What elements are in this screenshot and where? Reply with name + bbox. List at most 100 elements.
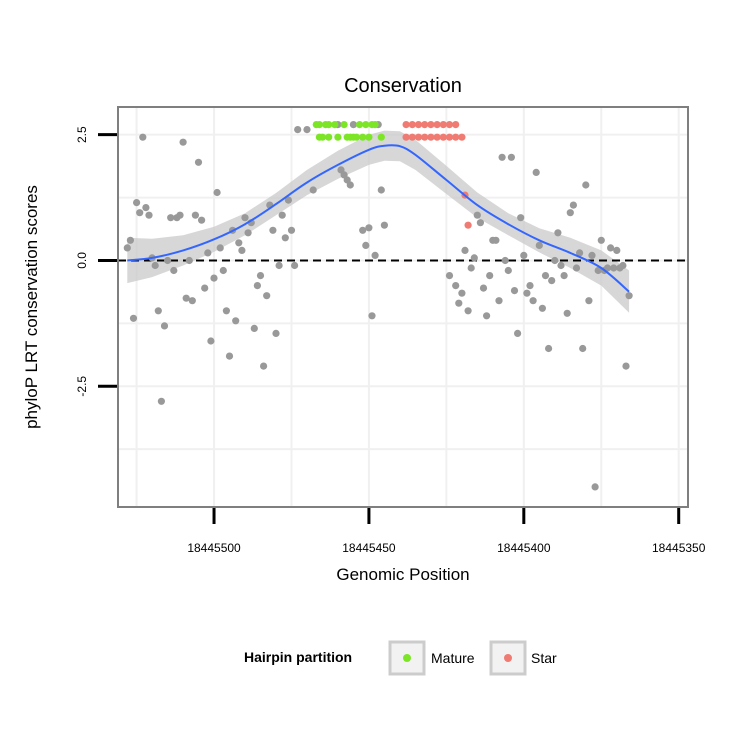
data-point-other: [232, 317, 240, 325]
data-point-other: [619, 261, 627, 270]
data-point-other: [566, 209, 574, 217]
data-point-other: [256, 272, 265, 280]
data-point-other: [554, 229, 562, 237]
data-point-other: [517, 214, 525, 222]
data-point-other: [563, 309, 571, 317]
data-point-star: [408, 133, 416, 141]
ribbon-layer: [127, 130, 630, 313]
confidence-ribbon: [127, 130, 630, 313]
data-point-other: [551, 256, 559, 265]
data-point-other: [194, 158, 203, 166]
data-point-mature: [377, 133, 385, 141]
data-point-other: [470, 254, 478, 262]
data-point-other: [291, 261, 299, 270]
data-point-other: [365, 224, 373, 232]
data-point-star: [421, 133, 429, 141]
data-point-other: [514, 329, 522, 337]
data-point-other: [529, 297, 537, 305]
data-point-other: [210, 274, 218, 282]
data-point-other: [582, 181, 590, 189]
legend-star-swatch: [504, 654, 512, 662]
data-point-other: [501, 256, 509, 265]
series-mature: [312, 121, 385, 141]
data-point-other: [151, 261, 159, 270]
data-point-other: [576, 249, 584, 257]
data-point-other: [219, 266, 227, 275]
series-other: [123, 121, 633, 491]
series-star: [402, 121, 472, 229]
data-point-other: [520, 251, 528, 259]
data-point-other: [498, 153, 506, 161]
data-point-star: [427, 133, 435, 141]
data-point-other: [476, 219, 484, 227]
data-point-mature: [352, 133, 361, 141]
data-point-other: [594, 266, 602, 275]
data-point-other: [569, 201, 578, 209]
data-point-other: [548, 277, 556, 285]
data-point-star: [433, 121, 441, 129]
data-point-other: [238, 246, 246, 254]
data-point-other: [597, 236, 605, 244]
data-point-other: [260, 362, 268, 370]
legend: Hairpin partition Mature Star: [244, 640, 557, 676]
data-point-other: [201, 284, 209, 292]
data-point-other: [191, 211, 199, 219]
x-axis-label: Genomic Position: [336, 565, 469, 584]
data-point-other: [123, 244, 131, 252]
data-point-mature: [325, 133, 333, 141]
data-point-mature: [362, 121, 370, 129]
data-point-other: [464, 307, 472, 315]
data-point-other: [532, 168, 540, 176]
data-point-other: [588, 251, 596, 259]
data-point-star: [414, 121, 423, 129]
x-tick-label: 18445450: [342, 541, 396, 555]
data-point-other: [495, 297, 503, 305]
data-point-other: [278, 211, 286, 219]
data-point-star: [421, 121, 429, 129]
data-point-other: [346, 181, 354, 189]
data-point-other: [483, 312, 491, 320]
legend-title: Hairpin partition: [244, 649, 352, 665]
data-point-other: [269, 226, 277, 234]
data-point-other: [613, 246, 621, 254]
data-point-other: [377, 186, 385, 194]
data-point-other: [585, 297, 593, 305]
data-point-other: [625, 292, 633, 300]
data-point-other: [263, 292, 271, 300]
data-point-mature: [359, 133, 367, 141]
data-point-other: [244, 229, 252, 237]
data-point-other: [207, 337, 215, 345]
data-point-other: [241, 214, 249, 222]
data-point-other: [523, 289, 531, 297]
data-point-star: [439, 133, 447, 141]
data-point-other: [486, 272, 494, 280]
data-point-other: [479, 284, 488, 292]
data-point-other: [510, 287, 519, 295]
legend-label-star: Star: [531, 650, 557, 666]
data-point-other: [538, 304, 547, 312]
data-point-other: [368, 312, 376, 320]
axis-layer: 18445500 18445450 18445400 18445350 2.5 0.0 -2…: [75, 126, 706, 555]
data-point-other: [455, 299, 463, 307]
data-point-other: [222, 307, 230, 315]
legend-mature-swatch: [403, 654, 411, 662]
x-tick-label: 18445350: [652, 541, 706, 555]
data-point-mature: [365, 133, 373, 141]
data-point-other: [504, 266, 512, 275]
data-point-other: [560, 272, 568, 280]
y-tick-label: 0.0: [75, 252, 89, 269]
data-point-other: [458, 289, 466, 297]
data-point-star: [433, 133, 441, 141]
data-point-other: [591, 483, 599, 491]
x-tick-label: 18445500: [187, 541, 241, 555]
data-point-other: [176, 211, 184, 219]
data-point-other: [371, 251, 379, 259]
data-point-mature: [371, 121, 379, 129]
data-point-other: [145, 211, 153, 219]
data-point-star: [402, 133, 410, 141]
data-point-other: [275, 261, 283, 270]
data-point-other: [579, 344, 587, 353]
data-point-other: [610, 264, 618, 272]
